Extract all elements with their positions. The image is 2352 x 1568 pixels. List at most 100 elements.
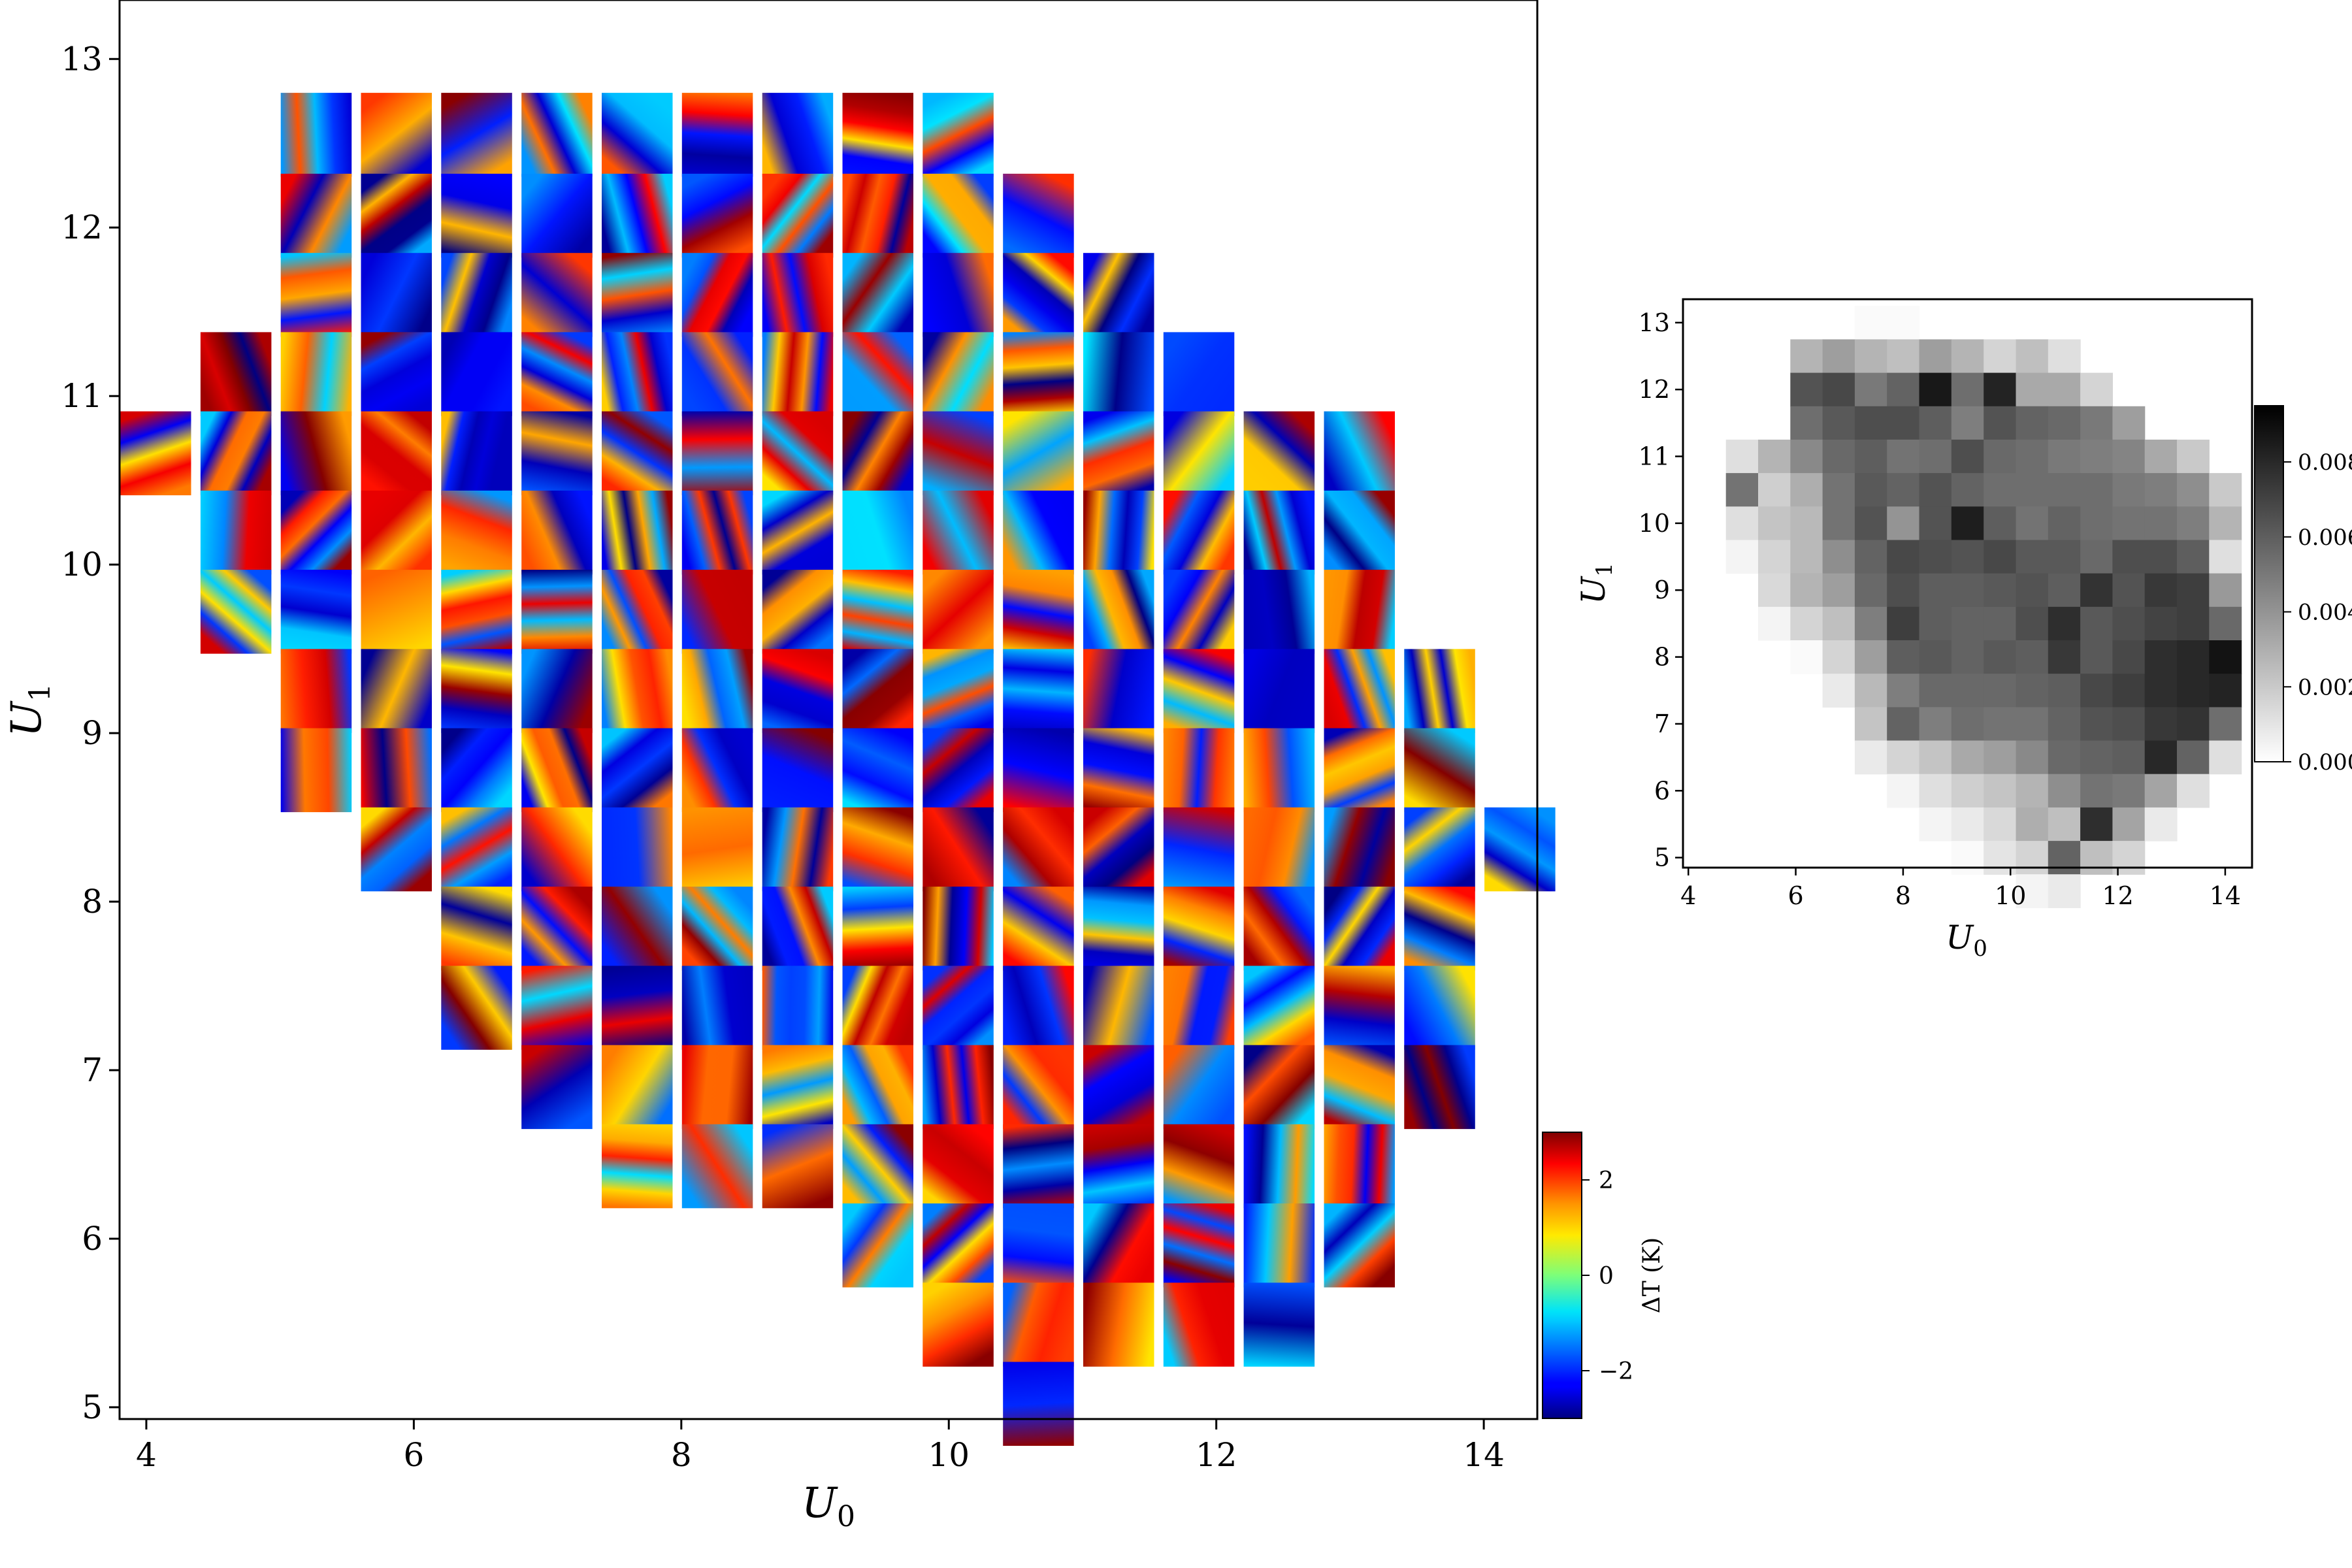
inset-heatmap-cell [2016,707,2049,742]
inset-heatmap-cell [1822,473,1855,507]
inset-heatmap-cell [2048,406,2081,440]
inset-x-tick-label: 4 [1680,881,1696,910]
density-colorbar-ticks: 0.008 0.006 0.004 0.002 0.000 [2283,449,2352,776]
thumbnail-tile [1083,1045,1154,1130]
inset-heatmap-cell [1887,774,1920,808]
thumbnail-tile [1404,649,1475,733]
thumbnail-tile [361,173,432,258]
inset-heatmap-cell [2080,439,2113,474]
inset-heatmap-cell [2112,774,2146,808]
inset-heatmap-cells [1725,306,2242,908]
thumbnail-tile [1163,411,1235,496]
thumbnail-tile [1324,966,1395,1050]
inset-heatmap-cell [1854,506,1887,541]
inset-heatmap-cell [1984,339,2017,374]
delta-t-colorbar-gradient [1542,1132,1582,1419]
inset-heatmap-cell [2048,540,2081,574]
inset-heatmap-cell [1854,740,1887,775]
inset-heatmap-cell [1951,506,1984,541]
thumbnail-tile [441,570,512,654]
inset-heatmap-cell [1919,540,1952,574]
thumbnail-tile [842,1124,913,1209]
thumbnail-tile [1163,649,1235,733]
inset-heatmap-cell [2080,540,2113,574]
inset-heatmap-cell [1919,740,1952,775]
inset-heatmap-cell [1854,439,1887,474]
thumbnail-tile [280,253,352,337]
inset-heatmap-cell [1790,473,1823,507]
thumbnail-tile [361,332,432,416]
inset-heatmap-cell [2016,640,2049,674]
thumbnail-tile [842,93,913,177]
inset-heatmap-cell [1919,774,1952,808]
thumbnail-tile [1324,570,1395,654]
inset-heatmap-cell [2016,606,2049,641]
main-y-axis: 5 6 7 8 9 10 11 12 13 [61,40,120,1426]
thumbnail-tile [1083,411,1154,496]
thumbnail-tile [361,93,432,177]
inset-heatmap-cell [1887,640,1920,674]
thumbnail-tile [842,173,913,258]
thumbnail-tile [1484,807,1556,892]
thumbnail-tile [842,887,913,971]
thumbnail-tile [923,1045,994,1130]
thumbnail-tile [762,332,834,416]
thumbnail-tile [681,887,753,971]
inset-heatmap-cell [1951,372,1984,407]
inset-heatmap-cell [1887,540,1920,574]
inset-heatmap-cell [2209,506,2242,541]
inset-y-tick-label: 7 [1654,710,1670,738]
inset-heatmap-cell [2177,707,2210,742]
inset-heatmap-cell [1822,339,1855,374]
thumbnail-tile [681,411,753,496]
inset-heatmap-cell [1951,573,1984,608]
thumbnail-tile [1324,1045,1395,1130]
thumbnail-tile [842,490,913,575]
inset-heatmap-cell [2112,439,2146,474]
thumbnail-tile [681,332,753,416]
thumbnail-tile [1003,728,1074,813]
thumbnail-tile [681,570,753,654]
thumbnail-tile [1163,887,1235,971]
inset-heatmap-cell [2144,640,2178,674]
inset-heatmap-cell [2144,740,2178,775]
thumbnail-tile [602,490,673,575]
inset-heatmap-cell [1854,339,1887,374]
inset-heatmap-cell [1725,439,1759,474]
inset-y-tick-label: 8 [1654,643,1670,672]
inset-heatmap-cell [1951,640,1984,674]
inset-heatmap-cell [2177,606,2210,641]
thumbnail-tile [602,1124,673,1209]
main-x-tick-label: 6 [403,1436,424,1474]
inset-heatmap-cell [2016,439,2049,474]
inset-heatmap-cell [2016,406,2049,440]
thumbnail-tile [441,649,512,733]
thumbnail-tile [1003,570,1074,654]
inset-heatmap-cell [2177,640,2210,674]
inset-heatmap-cell [2048,841,2081,875]
inset-heatmap-cell [1951,740,1984,775]
thumbnail-tile [1324,1203,1395,1288]
inset-heatmap-cell [1854,640,1887,674]
inset-heatmap-cell [1887,473,1920,507]
thumbnail-tile [521,807,593,892]
inset-heatmap-cell [1887,406,1920,440]
inset-heatmap-cell [1790,372,1823,407]
thumbnail-tile [521,253,593,337]
thumbnail-tile [923,570,994,654]
inset-heatmap-cell [1919,372,1952,407]
inset-heatmap-cell [2048,774,2081,808]
inset-heatmap-cell [1984,740,2017,775]
inset-heatmap-cell [1854,306,1887,340]
main-y-tick-label: 10 [61,546,103,583]
inset-heatmap-cell [1854,473,1887,507]
thumbnail-tile [1003,253,1074,337]
density-colorbar-tick-label: 0.004 [2298,600,2352,626]
inset-heatmap-cell [1854,606,1887,641]
thumbnail-tile [1163,966,1235,1050]
thumbnail-tile [200,570,272,654]
inset-y-axis-label: U1 [1575,563,1618,604]
thumbnail-tile [1083,332,1154,416]
thumbnail-tile [1163,728,1235,813]
inset-heatmap-cell [2080,807,2113,841]
